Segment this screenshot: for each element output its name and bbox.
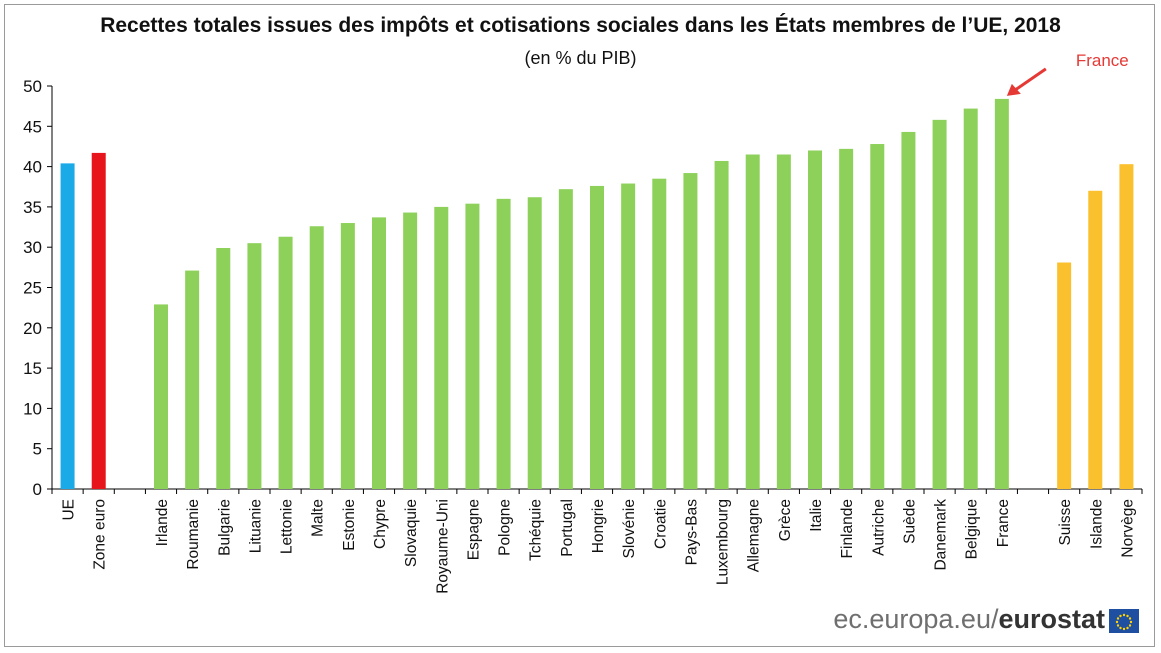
y-tick-label: 25 bbox=[23, 279, 42, 298]
bar-roumanie bbox=[185, 270, 200, 489]
bar-hongrie bbox=[590, 185, 604, 489]
bar-france bbox=[994, 98, 1009, 490]
eurostat-logo: ec.europa.eu/eurostat bbox=[833, 604, 1139, 635]
bar-gr-ce bbox=[776, 154, 791, 489]
x-tick-label: Norvège bbox=[1119, 499, 1136, 558]
bar-ue bbox=[60, 163, 75, 489]
x-tick-label: Slovaquie bbox=[403, 499, 420, 567]
annotation-arrow bbox=[1013, 67, 1047, 93]
eu-flag-icon bbox=[1109, 608, 1139, 633]
bar-pologne bbox=[496, 198, 511, 489]
x-tick-label: Suisse bbox=[1057, 499, 1074, 546]
bar-allemagne bbox=[745, 154, 760, 489]
y-tick-label: 45 bbox=[23, 117, 42, 136]
x-tick-label: Roumanie bbox=[185, 499, 202, 570]
bar-pays-bas bbox=[683, 173, 698, 489]
bar-espagne bbox=[465, 203, 480, 489]
chart-title: Recettes totales issues des impôts et co… bbox=[100, 14, 1061, 37]
y-tick-label: 0 bbox=[33, 480, 42, 499]
x-tick-label: Bulgarie bbox=[216, 499, 233, 556]
x-tick-label: Pologne bbox=[497, 499, 514, 556]
chart-frame bbox=[4, 4, 1155, 647]
bar-italie bbox=[808, 150, 822, 490]
x-tick-label: Slovénie bbox=[621, 499, 638, 558]
bar-portugal bbox=[558, 189, 573, 489]
x-tick-label: Suède bbox=[901, 499, 918, 544]
bar-chypre bbox=[372, 217, 386, 490]
x-tick-label: UE bbox=[61, 499, 78, 521]
y-tick-label: 5 bbox=[33, 440, 42, 459]
x-tick-label: Croatie bbox=[652, 499, 669, 549]
x-tick-label: Zone euro bbox=[92, 499, 109, 570]
bar-danemark bbox=[932, 119, 947, 490]
x-tick-label: Grèce bbox=[777, 499, 794, 541]
bar-slovaquie bbox=[403, 212, 418, 490]
bar-finlande bbox=[839, 148, 854, 490]
annotation-arrowhead bbox=[1006, 83, 1021, 96]
bar-su-de bbox=[901, 131, 916, 489]
x-tick-label: Chypre bbox=[372, 499, 389, 549]
bar-zone-euro bbox=[91, 152, 106, 489]
x-tick-label: Danemark bbox=[933, 499, 950, 571]
x-tick-label: France bbox=[995, 499, 1012, 547]
x-tick-label: Finlande bbox=[839, 499, 856, 558]
brand-name: eurostat bbox=[998, 604, 1105, 634]
bar-royaume-uni bbox=[434, 206, 449, 489]
x-tick-label: Allemagne bbox=[746, 499, 763, 572]
bar-tch-quie bbox=[527, 197, 542, 489]
bar-malte bbox=[309, 226, 324, 489]
y-tick-label: 15 bbox=[23, 359, 42, 378]
x-tick-label: Estonie bbox=[341, 499, 358, 551]
x-tick-label: Espagne bbox=[465, 499, 482, 560]
bar-irlande bbox=[154, 304, 168, 489]
bar-lettonie bbox=[278, 236, 293, 489]
bar-lituanie bbox=[247, 243, 262, 489]
bar-slov-nie bbox=[621, 183, 636, 489]
x-tick-label: Hongrie bbox=[590, 499, 607, 553]
brand-prefix: ec.europa.eu/ bbox=[833, 604, 999, 634]
chart-subtitle: (en % du PIB) bbox=[524, 48, 637, 68]
x-tick-label: Pays-Bas bbox=[683, 499, 700, 566]
x-tick-label: Tchéquie bbox=[528, 499, 545, 561]
x-tick-label: Autriche bbox=[870, 499, 887, 556]
x-tick-label: Irlande bbox=[154, 499, 171, 546]
bar-islande bbox=[1088, 190, 1103, 489]
y-tick-label: 20 bbox=[23, 319, 42, 338]
x-tick-label: Islande bbox=[1088, 499, 1105, 549]
bar-estonie bbox=[340, 223, 355, 489]
bar-suisse bbox=[1057, 262, 1072, 489]
bar-bulgarie bbox=[216, 248, 231, 489]
bar-croatie bbox=[652, 178, 667, 489]
x-tick-label: Lituanie bbox=[247, 499, 264, 553]
annotation-label: France bbox=[1076, 51, 1129, 70]
x-tick-label: Royaume-Uni bbox=[434, 499, 451, 594]
y-tick-label: 10 bbox=[23, 399, 42, 418]
x-tick-label: Lettonie bbox=[279, 499, 296, 554]
x-tick-label: Portugal bbox=[559, 499, 576, 557]
bar-luxembourg bbox=[714, 160, 729, 489]
y-tick-label: 50 bbox=[23, 77, 42, 96]
x-tick-label: Belgique bbox=[964, 499, 981, 559]
bar-autriche bbox=[870, 144, 885, 490]
y-tick-label: 30 bbox=[23, 238, 42, 257]
bar-belgique bbox=[963, 108, 978, 490]
y-tick-label: 35 bbox=[23, 198, 42, 217]
x-tick-label: Malte bbox=[310, 499, 327, 537]
bar-norv-ge bbox=[1119, 164, 1134, 489]
y-tick-label: 40 bbox=[23, 158, 42, 177]
x-tick-label: Luxembourg bbox=[715, 499, 732, 585]
x-tick-label: Italie bbox=[808, 499, 825, 532]
